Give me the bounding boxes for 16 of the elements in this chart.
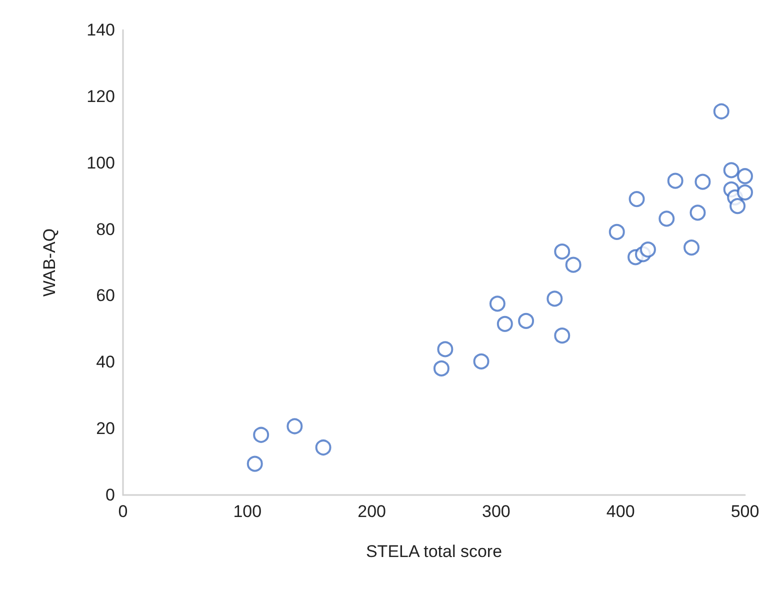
y-tick-label: 60 bbox=[96, 286, 115, 306]
y-axis-title: WAB-AQ bbox=[40, 228, 59, 297]
x-tick-label: 400 bbox=[606, 502, 635, 521]
y-tick-label: 40 bbox=[96, 352, 115, 372]
x-tick-label: 0 bbox=[118, 502, 128, 521]
y-tick-label: 120 bbox=[86, 86, 115, 106]
x-tick-label: 500 bbox=[730, 502, 760, 521]
x-tick-label: 200 bbox=[358, 502, 386, 521]
y-tick-label: 140 bbox=[86, 20, 115, 40]
y-tick-label: 20 bbox=[96, 419, 115, 438]
x-axis-title: STELA total score bbox=[366, 542, 502, 561]
y-tick-label: 80 bbox=[96, 220, 115, 239]
y-tick-label: 0 bbox=[106, 486, 115, 504]
x-tick-label: 300 bbox=[482, 502, 510, 521]
x-tick-label: 100 bbox=[233, 502, 262, 521]
y-tick-label: 100 bbox=[86, 153, 115, 172]
